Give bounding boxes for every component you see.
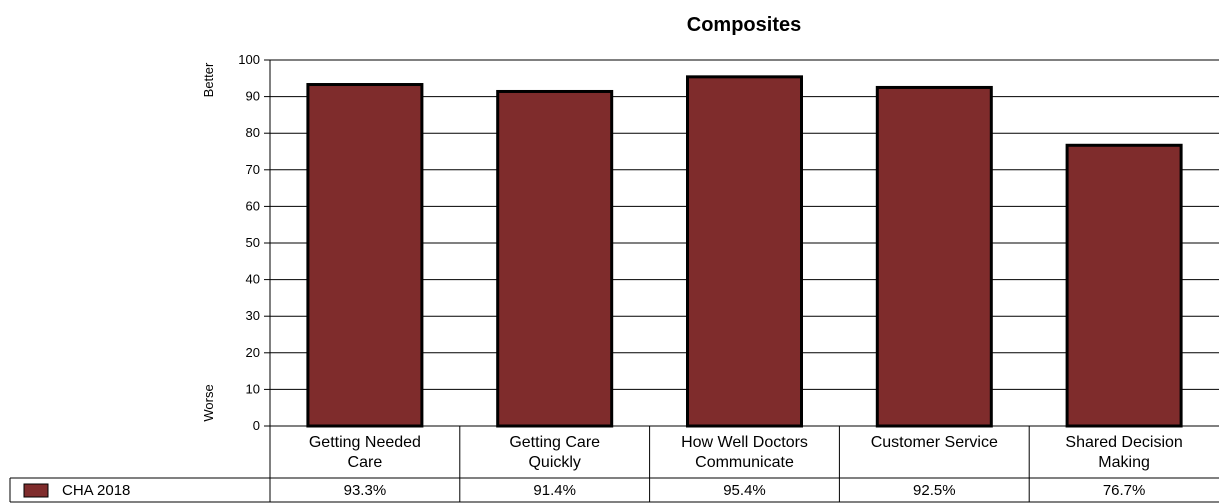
y-tick-label: 30 xyxy=(246,308,260,323)
bars xyxy=(306,75,1183,428)
y-axis-worse-label: Worse xyxy=(201,384,216,421)
bar xyxy=(1065,143,1183,428)
y-axis-better-label: Better xyxy=(201,62,216,97)
y-tick-label: 10 xyxy=(246,381,260,396)
y-tick-label: 40 xyxy=(246,272,260,287)
bar xyxy=(875,85,993,428)
y-tick-label: 100 xyxy=(238,52,260,67)
chart-title: Composites xyxy=(687,14,801,36)
category-label: Getting Care Quickly xyxy=(509,434,600,471)
bar xyxy=(306,83,424,428)
legend-swatch xyxy=(23,483,49,498)
bar xyxy=(496,89,614,428)
category-label: How Well Doctors Communicate xyxy=(681,434,808,471)
data-value-label: 92.5% xyxy=(913,482,956,499)
y-tick-label: 20 xyxy=(246,345,260,360)
category-label: Customer Service xyxy=(871,434,998,451)
data-value-label: 76.7% xyxy=(1103,482,1146,499)
bar xyxy=(686,75,803,428)
y-tick-label: 0 xyxy=(253,418,260,433)
y-tick-label: 50 xyxy=(246,235,260,250)
y-tick-label: 60 xyxy=(246,198,260,213)
y-tick-label: 90 xyxy=(246,89,260,104)
y-axis: 0 10 20 30 40 50 60 70 80 90 100 xyxy=(238,52,271,433)
data-table: Getting Needed Care Getting Care Quickly How… xyxy=(9,425,1219,503)
category-label: Shared Decision Making xyxy=(1065,434,1182,471)
y-tick-label: 80 xyxy=(246,125,260,140)
category-label: Getting Needed Care xyxy=(309,434,421,471)
data-value-label: 91.4% xyxy=(533,482,576,499)
data-value-label: 93.3% xyxy=(344,482,387,499)
legend-series-name: CHA 2018 xyxy=(62,482,130,499)
data-value-label: 95.4% xyxy=(723,482,766,499)
y-tick-label: 70 xyxy=(246,162,260,177)
